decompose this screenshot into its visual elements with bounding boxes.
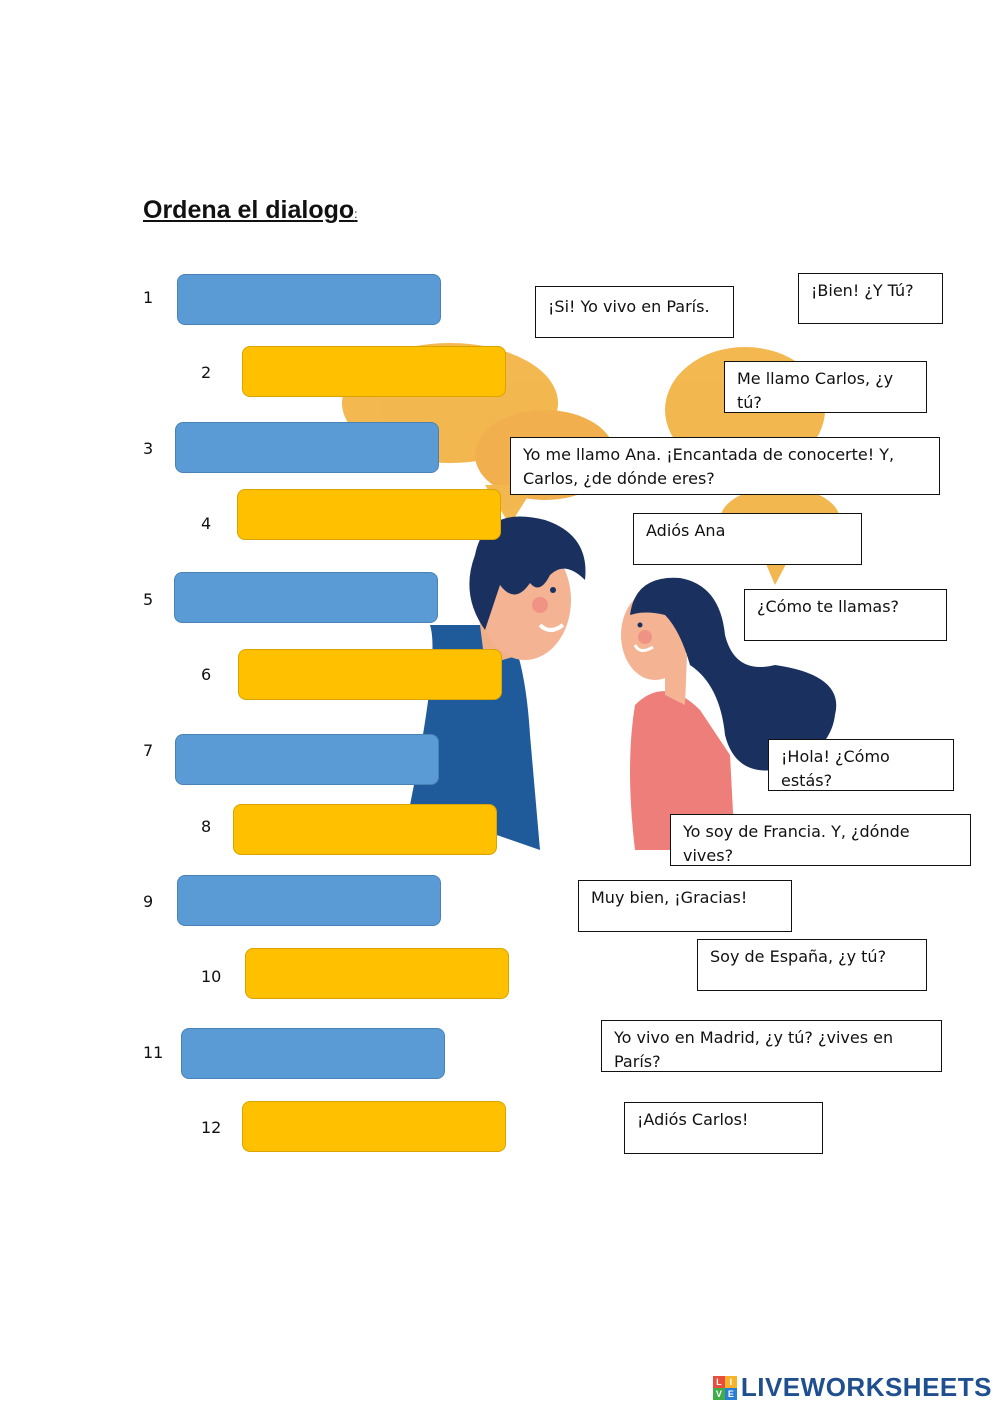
row-number: 11 xyxy=(143,1043,164,1062)
row-number: 7 xyxy=(143,741,154,760)
draggable-answer-card[interactable]: ¡Bien! ¿Y Tú? xyxy=(798,273,943,324)
answer-drop-slot-1[interactable] xyxy=(177,274,441,325)
row-number: 6 xyxy=(201,665,212,684)
woman-figure xyxy=(621,577,837,850)
draggable-answer-card[interactable]: ¡Adiós Carlos! xyxy=(624,1102,823,1154)
answer-drop-slot-6[interactable] xyxy=(238,649,502,700)
row-number: 3 xyxy=(143,439,154,458)
answer-drop-slot-11[interactable] xyxy=(181,1028,445,1079)
row-number: 2 xyxy=(201,363,212,382)
draggable-answer-card[interactable]: ¡Si! Yo vivo en París. xyxy=(535,286,734,338)
answer-drop-slot-2[interactable] xyxy=(242,346,506,397)
row-number: 10 xyxy=(201,967,222,986)
man-figure xyxy=(410,516,586,850)
row-number: 5 xyxy=(143,590,154,609)
row-number: 8 xyxy=(201,817,212,836)
answer-drop-slot-12[interactable] xyxy=(242,1101,506,1152)
answer-drop-slot-10[interactable] xyxy=(245,948,509,999)
answer-drop-slot-8[interactable] xyxy=(233,804,497,855)
draggable-answer-card[interactable]: ¡Hola! ¿Cómo estás? xyxy=(768,739,954,791)
answer-drop-slot-7[interactable] xyxy=(175,734,439,785)
draggable-answer-card[interactable]: Soy de España, ¿y tú? xyxy=(697,939,927,991)
liveworksheets-logo: L I V E LIVEWORKSHEETS xyxy=(712,1372,992,1403)
draggable-answer-card[interactable]: Me llamo Carlos, ¿y tú? xyxy=(724,361,927,413)
answer-drop-slot-3[interactable] xyxy=(175,422,439,473)
brand-mark-icon: L I V E xyxy=(712,1375,737,1400)
draggable-answer-card[interactable]: Adiós Ana xyxy=(633,513,862,565)
page-title: Ordena el dialogo: xyxy=(143,196,358,224)
brand-name: LIVEWORKSHEETS xyxy=(740,1372,992,1402)
row-number: 9 xyxy=(143,892,154,911)
draggable-answer-card[interactable]: Yo soy de Francia. Y, ¿dónde vives? xyxy=(670,814,971,866)
row-number: 1 xyxy=(143,288,154,307)
row-number: 12 xyxy=(201,1118,222,1137)
row-number: 4 xyxy=(201,514,212,533)
answer-drop-slot-9[interactable] xyxy=(177,875,441,926)
draggable-answer-card[interactable]: Yo vivo en Madrid, ¿y tú? ¿vives en Parí… xyxy=(601,1020,942,1072)
draggable-answer-card[interactable]: Muy bien, ¡Gracias! xyxy=(578,880,792,932)
answer-drop-slot-5[interactable] xyxy=(174,572,438,623)
draggable-answer-card[interactable]: ¿Cómo te llamas? xyxy=(744,589,947,641)
draggable-answer-card[interactable]: Yo me llamo Ana. ¡Encantada de conocerte… xyxy=(510,437,940,495)
answer-drop-slot-4[interactable] xyxy=(237,489,501,540)
